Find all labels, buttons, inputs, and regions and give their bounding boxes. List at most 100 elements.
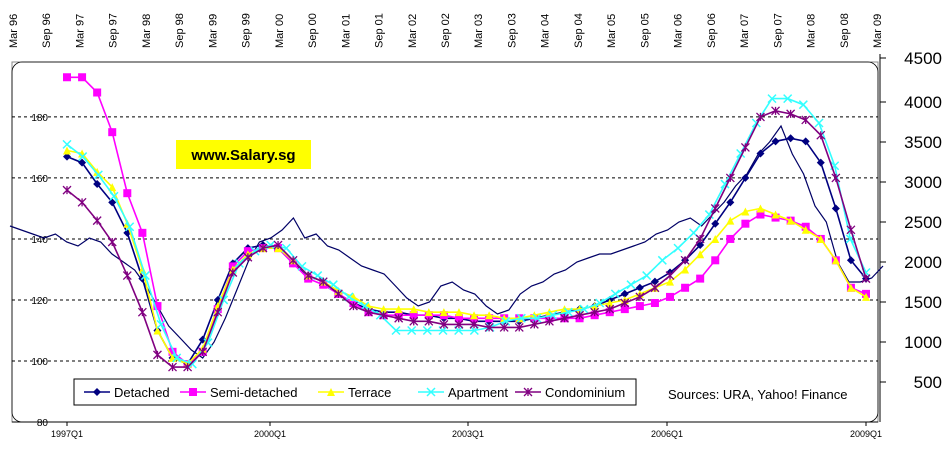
data-point <box>168 347 177 356</box>
right-tick-label: 2500 <box>904 213 942 232</box>
data-point <box>409 316 419 326</box>
data-point <box>152 350 162 360</box>
top-tick-label: Mar 05 <box>606 14 618 48</box>
legend-items: Detached Semi-detached Terrace Apartment Con… <box>84 385 625 400</box>
data-point <box>635 283 644 292</box>
data-point <box>529 319 539 329</box>
data-point <box>168 362 177 372</box>
data-point <box>657 255 667 265</box>
data-point <box>484 322 494 332</box>
data-point <box>605 304 615 314</box>
data-point <box>620 289 629 298</box>
data-point <box>122 271 132 281</box>
top-tick-label: Sep 05 <box>639 13 651 48</box>
data-point <box>642 271 652 281</box>
top-tick-label: Mar 04 <box>540 14 552 48</box>
data-point <box>544 316 554 326</box>
data-point <box>696 274 705 283</box>
data-point <box>579 304 589 314</box>
top-tick-label: Mar 97 <box>74 14 86 48</box>
series-layer <box>62 73 871 372</box>
data-point <box>109 191 119 201</box>
bottom-tick-label: 2000Q1 <box>254 429 286 439</box>
data-point <box>78 158 87 167</box>
data-point <box>318 277 328 287</box>
left-tick-label: 120 <box>31 296 48 307</box>
data-point <box>138 228 147 237</box>
top-tick-label: Mar 02 <box>407 14 419 48</box>
left-tick-label: 100 <box>31 357 48 368</box>
right-tick-label: 3500 <box>904 133 942 152</box>
plot-area <box>11 61 879 423</box>
data-point <box>756 149 765 158</box>
data-point <box>575 310 585 320</box>
data-point <box>665 271 675 281</box>
watermark-text: www.Salary.sg <box>190 147 295 164</box>
data-point <box>514 322 524 332</box>
data-point <box>424 316 434 326</box>
data-point <box>740 142 750 152</box>
legend-box <box>73 378 637 406</box>
top-tick-label: Sep 01 <box>374 13 386 48</box>
top-tick-label: Sep 00 <box>307 13 319 48</box>
data-point <box>560 313 569 323</box>
data-point <box>650 277 659 286</box>
data-point <box>666 277 675 286</box>
data-point <box>93 170 103 180</box>
data-point <box>786 216 795 225</box>
top-tick-label: Mar 01 <box>340 14 352 48</box>
data-point <box>741 207 750 216</box>
left-tick-label: 180 <box>31 113 48 124</box>
data-point <box>409 311 418 320</box>
legend: Detached Semi-detached Terrace Apartment Con… <box>73 378 637 406</box>
data-point <box>108 183 117 192</box>
data-point <box>605 299 614 308</box>
data-point <box>454 319 464 329</box>
data-point <box>680 255 690 265</box>
data-point <box>187 359 197 369</box>
data-point <box>516 313 526 323</box>
data-point <box>258 243 268 253</box>
data-point <box>741 219 750 228</box>
data-point <box>379 305 388 314</box>
data-point <box>379 310 389 320</box>
right-tick-label: 4500 <box>904 49 942 68</box>
bottom-tick-label: 2003Q1 <box>452 429 484 439</box>
right-tick-label: 1000 <box>904 333 942 352</box>
data-point <box>172 353 182 363</box>
legend-item-detached: Detached <box>84 385 170 400</box>
data-point <box>153 302 162 311</box>
data-point <box>303 271 313 281</box>
data-point <box>726 216 735 225</box>
top-tick-label: Sep 99 <box>241 13 253 48</box>
data-point <box>801 115 811 125</box>
data-point <box>391 325 401 336</box>
data-point <box>771 106 781 116</box>
top-tick-label: Mar 99 <box>207 14 219 48</box>
data-point <box>63 73 71 82</box>
data-point <box>635 302 644 311</box>
data-point <box>228 268 238 277</box>
watermark-bg <box>176 140 311 169</box>
top-tick-label: Mar 96 <box>8 14 20 48</box>
data-point <box>288 255 298 265</box>
data-point <box>681 283 690 292</box>
data-point <box>125 222 135 232</box>
data-point <box>364 307 373 317</box>
top-tick-label: Sep 02 <box>440 13 452 48</box>
top-tick-label: Mar 03 <box>473 14 485 48</box>
left-tick-label: 140 <box>31 235 48 246</box>
data-point <box>523 387 533 397</box>
bottom-tick-label: 1997Q1 <box>51 429 83 439</box>
left-tick-label: 160 <box>31 174 48 185</box>
data-point <box>137 307 147 317</box>
data-point <box>426 387 436 397</box>
data-point <box>786 134 795 143</box>
data-point <box>424 308 433 317</box>
data-point <box>846 225 856 235</box>
top-tick-label: Mar 98 <box>141 14 153 48</box>
top-tick-label: Mar 07 <box>739 14 751 48</box>
data-point <box>439 308 448 317</box>
data-point <box>62 139 72 149</box>
top-tick-label: Mar 09 <box>872 14 884 48</box>
